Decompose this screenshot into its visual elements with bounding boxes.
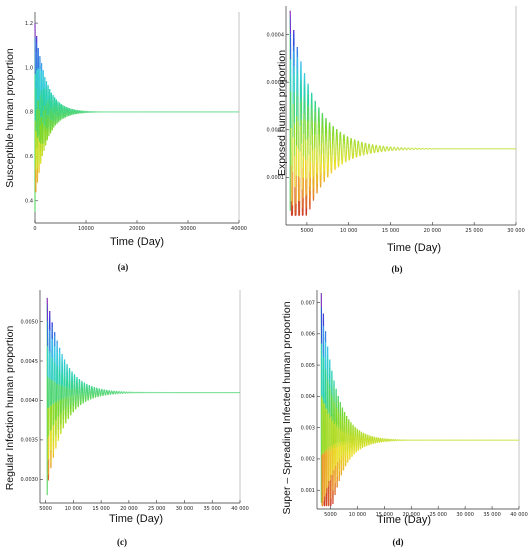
x-tick-label-a: 10000 (78, 226, 94, 232)
x-tick-label-b: 25 000 (465, 228, 483, 234)
y-tick-label-c: 0.0035 (21, 438, 39, 444)
xlabel-a: Time (Day) (110, 236, 164, 248)
plot-area-a: 0 10000 20000 30000 40000 0.4 0.6 0.8 1.0 1.2 (25, 12, 247, 232)
x-tick-label-c: 40 000 (231, 506, 249, 512)
ylabel-c: Regular Infection human proportion (4, 326, 16, 491)
x-tick-label-a: 20000 (129, 226, 145, 232)
y-tick-label-d: 0.006 (301, 332, 315, 338)
x-tick-label-d: 20 000 (403, 512, 421, 518)
ylabel-d: Super – Spreading Infected human proport… (281, 301, 293, 514)
y-tick-label-c: 0.0050 (21, 319, 39, 325)
y-tick-label-a: 0.8 (25, 110, 33, 116)
y-tick-label-d: 0.005 (301, 363, 315, 369)
x-tick-label-a: 0 (33, 226, 36, 232)
y-tick-label-d: 0.002 (301, 457, 315, 463)
y-tick-label-c: 0.0040 (21, 398, 39, 404)
y-tick-label-d: 0.001 (301, 488, 315, 494)
x-tick-label-b: 30 000 (507, 228, 525, 234)
y-tick-label-c: 0.0045 (21, 359, 39, 365)
panel-a: Susceptible human proportion 0 10000 20000… (4, 12, 247, 272)
x-tick-label-c: 20 000 (120, 506, 138, 512)
y-tick-label-b: 0.0001 (267, 175, 285, 181)
x-tick-label-b: 5000 (301, 228, 314, 234)
ylabel-a: Susceptible human proportion (4, 48, 16, 188)
y-tick-label-b: 0.0003 (267, 80, 285, 86)
x-tick-label-d: 5000 (324, 512, 337, 518)
ylabel-b: Exposed human proportion (276, 50, 288, 176)
x-tick-label-c: 30 000 (176, 506, 194, 512)
x-tick-label-c: 5000 (39, 506, 52, 512)
y-tick-label-d: 0.003 (301, 425, 315, 431)
panel-label-b: (b) (392, 264, 403, 274)
plot-area-b: 5000 10 000 15 000 20 000 25 000 30 000 0.0001… (267, 6, 525, 234)
xlabel-b: Time (Day) (387, 242, 441, 254)
x-tick-label-a: 40000 (231, 226, 247, 232)
xlabel-c: Time (Day) (109, 513, 163, 525)
x-tick-label-c: 25 000 (148, 506, 166, 512)
panel-b: Exposed human proportion 5000 10 000 15 00… (267, 6, 525, 274)
y-tick-label-a: 1.0 (25, 65, 33, 71)
x-tick-label-c: 10 000 (65, 506, 83, 512)
y-tick-label-a: 0.6 (25, 154, 33, 160)
plot-area-d: 5000 10 000 15 000 20 000 25 000 30 000 35 000… (301, 290, 528, 518)
panel-label-a: (a) (118, 262, 129, 272)
panel-c: Regular Infection human proportion 5000 1… (4, 290, 249, 547)
x-tick-label-d: 25 000 (429, 512, 447, 518)
plot-area-c: 5000 10 000 15 000 20 000 25 000 30 000 35 000… (21, 290, 249, 512)
panel-label-c: (c) (117, 537, 127, 547)
x-tick-label-d: 15 000 (376, 512, 394, 518)
x-tick-label-b: 15 000 (382, 228, 400, 234)
y-tick-label-b: 0.0004 (267, 32, 285, 38)
y-tick-label-b: 0.0002 (267, 128, 285, 134)
y-tick-label-c: 0.0030 (21, 477, 39, 483)
x-tick-label-d: 35 000 (483, 512, 501, 518)
y-tick-label-a: 1.2 (25, 21, 33, 27)
y-tick-label-d: 0.007 (301, 300, 315, 306)
x-tick-label-c: 15 000 (92, 506, 110, 512)
y-tick-label-d: 0.004 (301, 394, 315, 400)
y-tick-label-a: 0.4 (25, 199, 33, 205)
x-tick-label-d: 10 000 (349, 512, 367, 518)
x-tick-label-b: 10 000 (340, 228, 358, 234)
x-tick-label-d: 40 000 (510, 512, 528, 518)
x-tick-label-c: 35 000 (203, 506, 221, 512)
x-tick-label-b: 20 000 (424, 228, 442, 234)
x-tick-label-d: 30 000 (456, 512, 474, 518)
x-tick-label-a: 30000 (180, 226, 196, 232)
panel-d: Super – Spreading Infected human proport… (281, 290, 528, 547)
